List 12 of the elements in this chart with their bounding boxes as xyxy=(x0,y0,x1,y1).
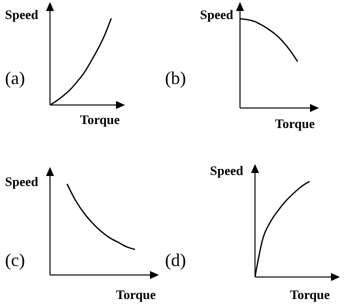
text: (a) xyxy=(5,68,25,89)
x-axis-title: Torque xyxy=(275,116,315,132)
y-axis-title: Speed xyxy=(200,7,234,23)
y-axis-title: Speed xyxy=(5,174,38,190)
x-axis-title: Torque xyxy=(80,112,120,128)
x-axis-title: Torque xyxy=(290,287,330,303)
y-axis-title: Speed xyxy=(210,163,244,179)
y-axis-title: Speed xyxy=(5,7,38,23)
text: (c) xyxy=(5,250,25,271)
text: (b) xyxy=(165,68,186,89)
x-axis-title: Torque xyxy=(116,287,156,303)
text: (d) xyxy=(165,250,186,271)
